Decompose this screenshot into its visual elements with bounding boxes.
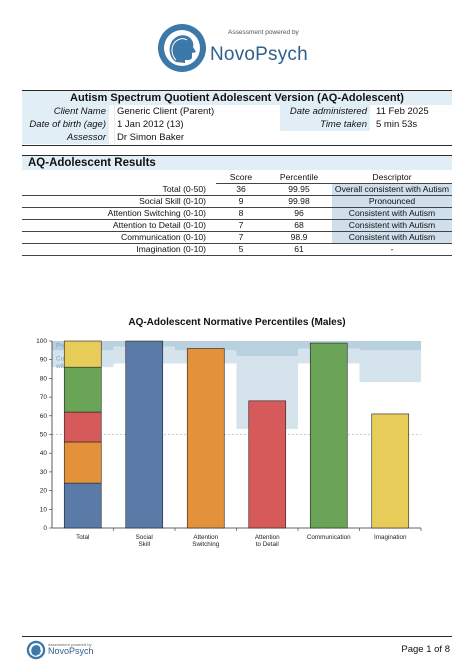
client-name-value: Generic Client (Parent) xyxy=(114,105,277,118)
pronounced-zone xyxy=(175,341,237,351)
y-tick-label: 0 xyxy=(43,525,47,532)
score-value: 36 xyxy=(216,183,266,196)
assessor-label: Assessor xyxy=(22,131,109,144)
table-header xyxy=(22,171,216,183)
divider xyxy=(22,145,452,146)
bar-segment-total xyxy=(63,366,102,413)
bar-segment-total xyxy=(63,340,102,368)
client-info: Client Name Generic Client (Parent) Date… xyxy=(22,105,452,144)
scale-name: Total (0-50) xyxy=(22,183,216,196)
x-tick-label: Communication xyxy=(307,534,351,541)
y-tick-label: 70 xyxy=(40,394,48,401)
bar-attention-to-detail xyxy=(248,400,287,529)
descriptor-value: Pronounced xyxy=(332,195,452,208)
table-row: Attention to Detail (0-10) 7 68 Consiste… xyxy=(22,219,452,232)
table-row: Communication (0-10) 7 98.9 Consistent w… xyxy=(22,231,452,244)
percentile-value: 99.95 xyxy=(266,183,332,196)
report-header: Assessment powered by NovoPsych xyxy=(0,0,474,85)
client-name-label: Client Name xyxy=(22,105,109,118)
scale-name: Attention to Detail (0-10) xyxy=(22,219,216,232)
descriptor-value: Consistent with Autism xyxy=(332,219,452,232)
scale-name: Social Skill (0-10) xyxy=(22,195,216,208)
score-value: 8 xyxy=(216,207,266,220)
descriptor-value: Overall consistent with Autism xyxy=(332,183,452,196)
report-title: Autism Spectrum Quotient Adolescent Vers… xyxy=(22,90,452,105)
x-tick-label: Imagination xyxy=(374,534,407,541)
y-tick-label: 90 xyxy=(40,357,48,364)
scale-name: Communication (0-10) xyxy=(22,231,216,244)
table-header: Descriptor xyxy=(332,171,452,184)
descriptor-value: Consistent with Autism xyxy=(332,207,452,220)
assessor-value: Dr Simon Baker xyxy=(114,131,277,144)
bar-segment-total xyxy=(63,411,102,443)
time-taken-label: Time taken xyxy=(280,118,370,131)
consistent-zone xyxy=(359,350,421,383)
bar-communication xyxy=(309,342,348,529)
time-taken-value: 5 min 53s xyxy=(376,119,418,130)
table-header: Score xyxy=(216,171,266,184)
pronounced-zone xyxy=(236,341,298,356)
info-row: Client Name Generic Client (Parent) Date… xyxy=(22,105,452,118)
footer-divider xyxy=(22,636,452,637)
y-tick-label: 40 xyxy=(40,450,48,457)
percentile-value: 68 xyxy=(266,219,332,232)
score-value: 5 xyxy=(216,243,266,256)
footer-powered-by: Assessment powered by xyxy=(48,642,92,647)
head-profile-logo-icon xyxy=(158,24,206,72)
y-tick-label: 50 xyxy=(40,432,48,439)
table-header-row: Score Percentile Descriptor xyxy=(22,171,452,184)
x-tick-label: Total xyxy=(76,534,89,541)
results-table: Score Percentile Descriptor Total (0-50)… xyxy=(22,171,452,256)
powered-by-text: Assessment powered by xyxy=(228,29,299,36)
x-tick-label: Social xyxy=(136,534,153,541)
y-tick-label: 10 xyxy=(40,506,48,513)
x-tick-label: Attention xyxy=(255,534,280,541)
info-row: Assessor Dr Simon Baker xyxy=(22,131,452,144)
bar-attention-switching xyxy=(186,348,225,529)
percentile-chart: PronouncedConsistentwith Autism010203040… xyxy=(36,338,422,548)
percentile-value: 98.9 xyxy=(266,231,332,244)
info-row: Date of birth (age) 1 Jan 2012 (13) Time… xyxy=(22,118,452,131)
y-tick-label: 80 xyxy=(40,375,48,382)
y-tick-label: 20 xyxy=(40,488,48,495)
x-tick-label: Switching xyxy=(192,541,219,548)
y-tick-label: 30 xyxy=(40,469,48,476)
dob-label: Date of birth (age) xyxy=(22,118,109,131)
footer-brand: NovoPsych xyxy=(48,646,94,656)
percentile-value: 96 xyxy=(266,207,332,220)
descriptor-value: Consistent with Autism xyxy=(332,231,452,244)
bar-segment-total xyxy=(63,441,102,484)
y-tick-label: 100 xyxy=(36,338,47,345)
score-value: 7 xyxy=(216,219,266,232)
descriptor-value: - xyxy=(332,243,452,256)
y-tick-label: 60 xyxy=(40,413,48,420)
chart-title: AQ-Adolescent Normative Percentiles (Mal… xyxy=(128,317,346,328)
scale-name: Attention Switching (0-10) xyxy=(22,207,216,220)
bar-social-skill xyxy=(125,340,164,529)
percentile-value: 61 xyxy=(266,243,332,256)
bar-imagination xyxy=(371,413,410,529)
table-row: Total (0-50) 36 99.95 Overall consistent… xyxy=(22,183,452,196)
date-administered-label: Date administered xyxy=(280,105,370,118)
x-tick-label: to Detail xyxy=(256,541,279,548)
table-row: Social Skill (0-10) 9 99.98 Pronounced xyxy=(22,195,452,208)
percentile-value: 99.98 xyxy=(266,195,332,208)
table-row: Imagination (0-10) 5 61 - xyxy=(22,243,452,256)
score-value: 9 xyxy=(216,195,266,208)
x-tick-label: Attention xyxy=(193,534,218,541)
dob-value: 1 Jan 2012 (13) xyxy=(114,118,277,131)
bar-segment-total xyxy=(63,482,102,529)
pronounced-zone xyxy=(359,341,421,351)
x-tick-label: Skill xyxy=(138,541,150,548)
table-row: Attention Switching (0-10) 8 96 Consiste… xyxy=(22,207,452,220)
date-administered-value: 11 Feb 2025 xyxy=(376,106,429,117)
table-header: Percentile xyxy=(266,171,332,184)
head-profile-logo-icon xyxy=(26,640,46,660)
page-number: Page 1 of 8 xyxy=(401,644,450,655)
score-value: 7 xyxy=(216,231,266,244)
scale-name: Imagination (0-10) xyxy=(22,243,216,256)
brand-name: NovoPsych xyxy=(210,44,308,65)
results-title: AQ-Adolescent Results xyxy=(22,155,452,170)
